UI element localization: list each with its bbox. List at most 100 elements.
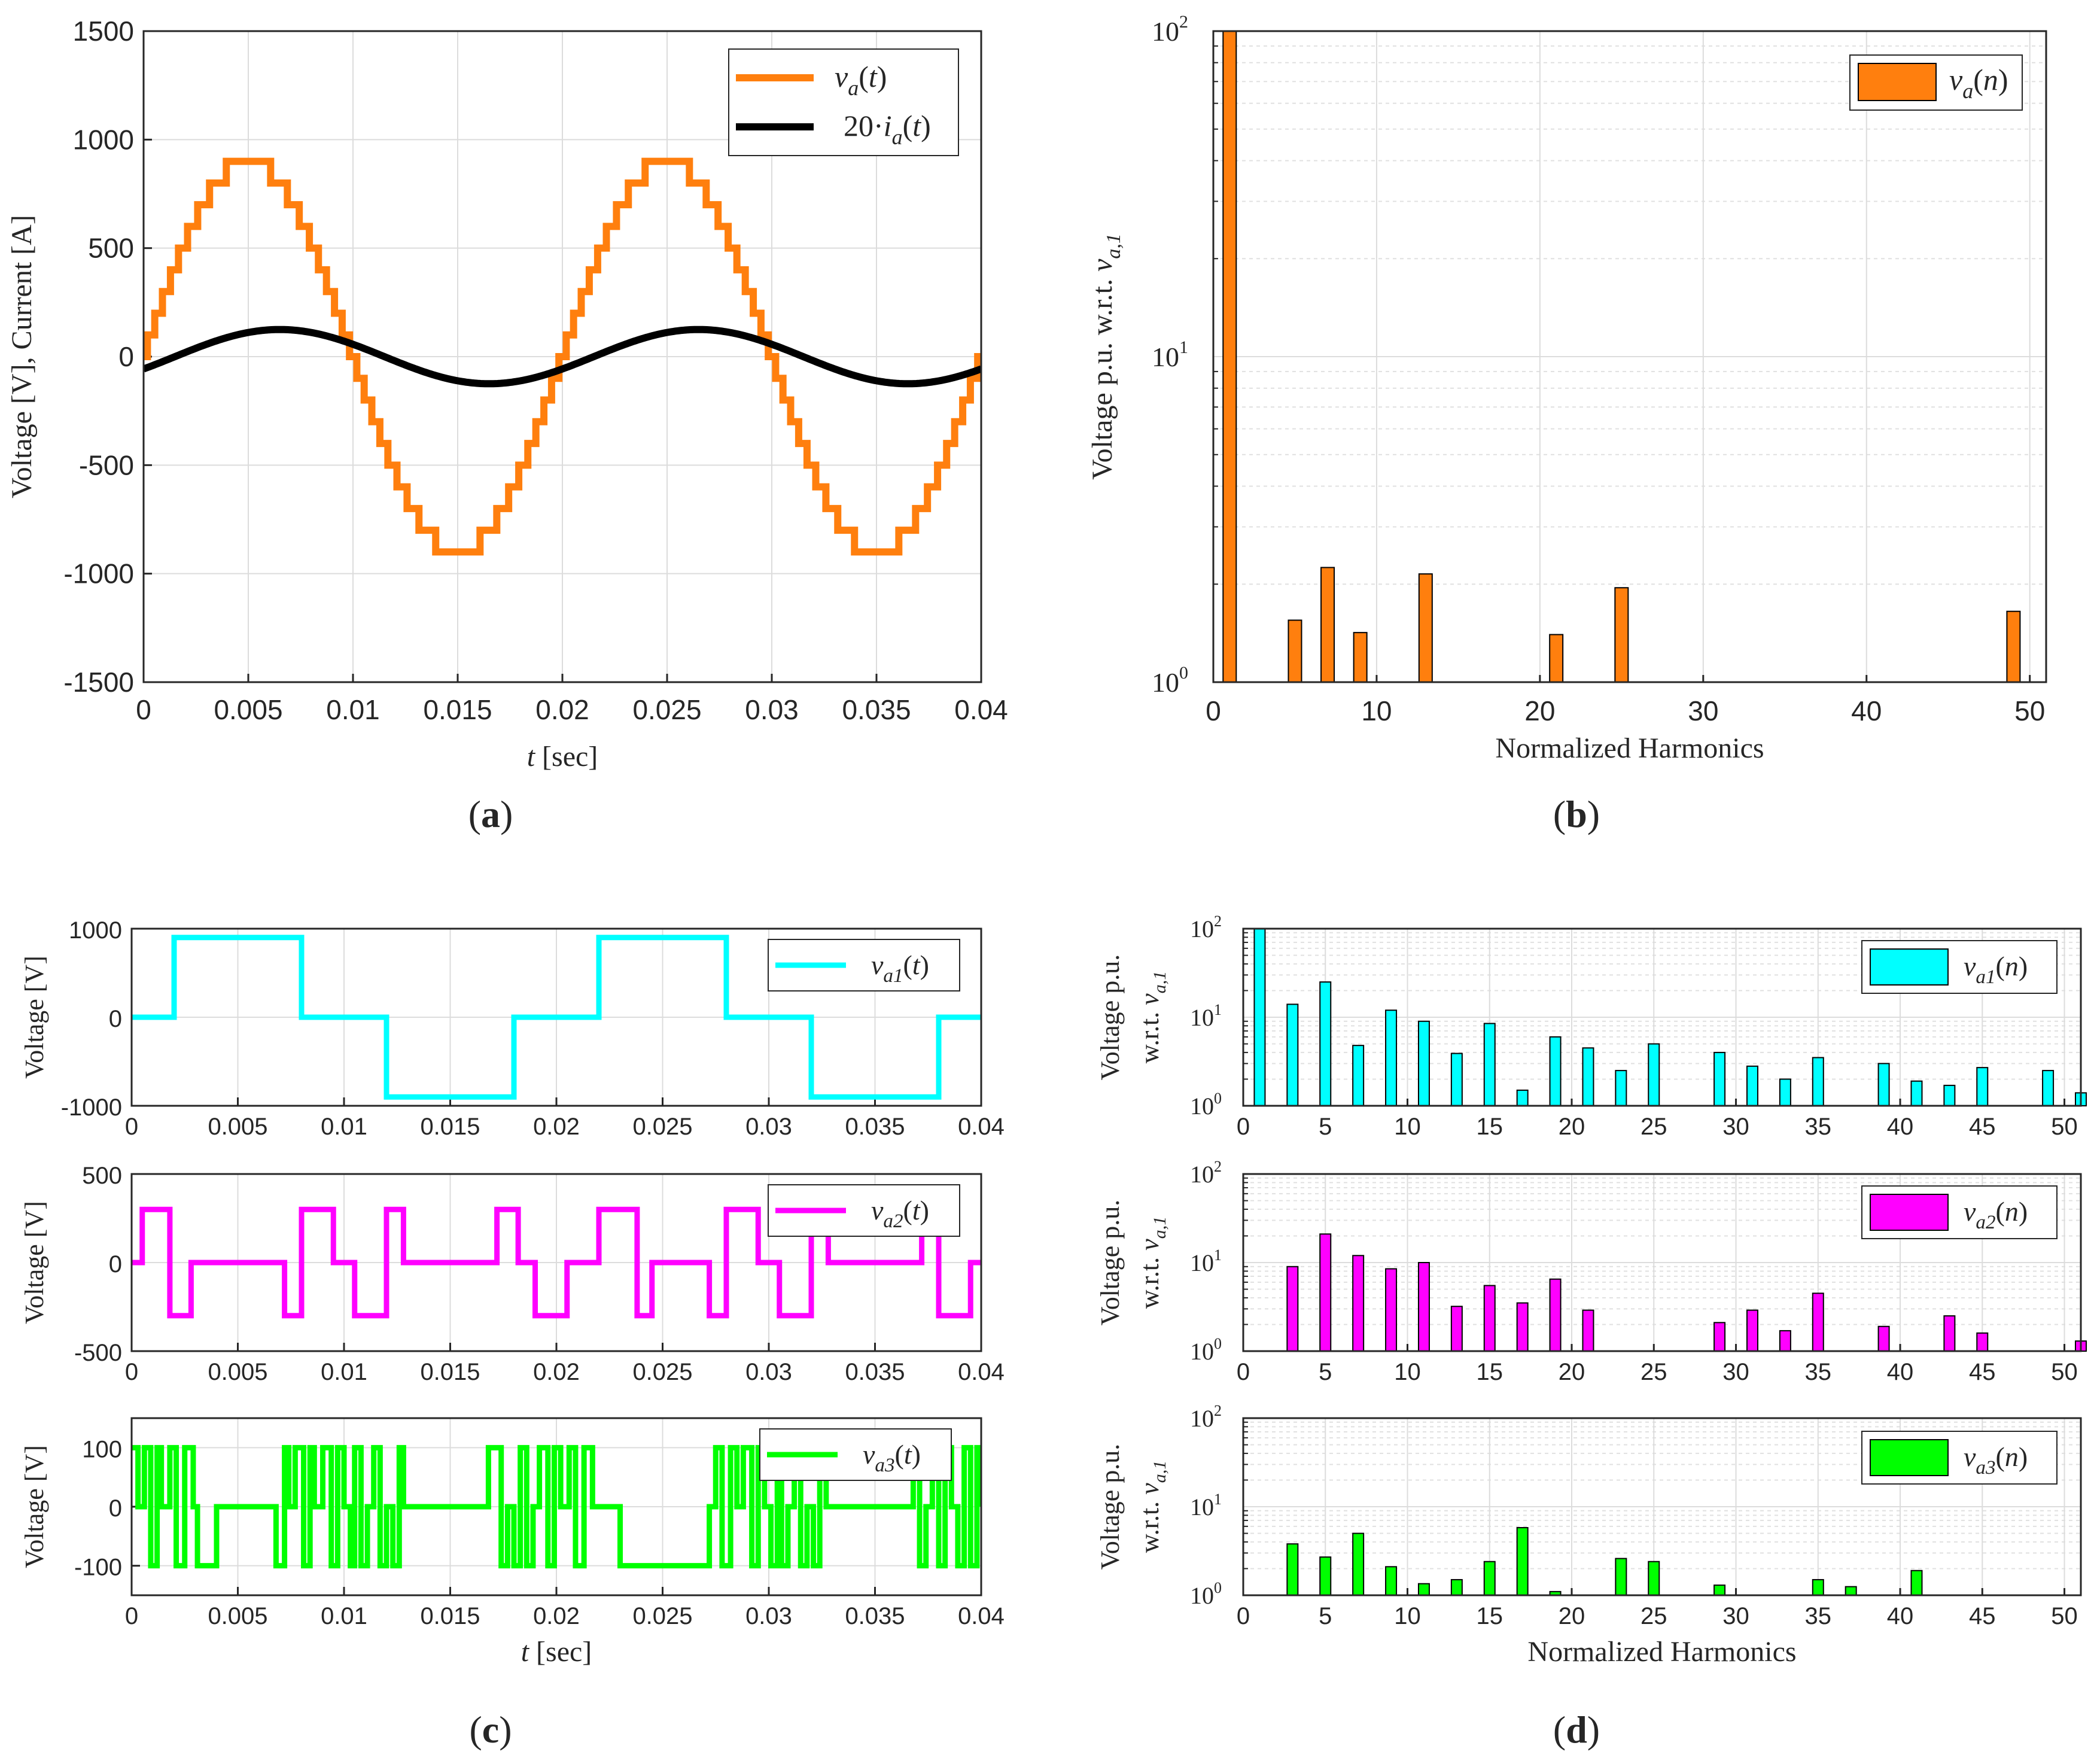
legend-var: v (1964, 951, 1976, 981)
legend-label: va(t) (835, 60, 887, 100)
x-tick-label: 20 (1559, 1603, 1585, 1629)
y-axis-label-text: w.r.t. (1135, 1012, 1164, 1063)
panel-caption: (a) (468, 793, 513, 835)
legend-sub: a1 (883, 965, 903, 987)
bar-h25 (1648, 1043, 1660, 1107)
x-tick-label: 0.015 (423, 694, 492, 725)
y-tick-label: 101 (1190, 1001, 1222, 1031)
x-tick-label: 0 (1206, 695, 1221, 726)
y-axis-label-text: Voltage p.u. w.r.t. (1086, 279, 1118, 480)
x-axis-label: t [sec] (521, 1636, 592, 1668)
legend-var: v (835, 60, 848, 93)
bar-h33 (1779, 1330, 1791, 1352)
legend-arg: t (869, 60, 878, 93)
legend-label: va(n) (1949, 63, 2008, 103)
y-tick-base: 10 (1190, 1582, 1214, 1609)
bar-h23 (1615, 1558, 1627, 1596)
y-tick-exponent: 2 (1179, 12, 1188, 32)
y-tick-label: -500 (74, 1340, 122, 1366)
x-tick-label: 40 (1887, 1603, 1914, 1629)
legend: va1(n) (1861, 940, 2058, 994)
x-axis-label-unit: [sec] (536, 1636, 592, 1668)
legend-paren: ) (1998, 63, 2008, 96)
x-tick-label: 10 (1361, 695, 1392, 726)
bar-h9 (1385, 1566, 1398, 1596)
bar-h11 (1417, 1020, 1430, 1106)
y-axis-label-text: w.r.t. (1135, 1257, 1164, 1309)
caption-paren: ) (1587, 793, 1600, 835)
y-tick-label: 0 (118, 341, 134, 372)
x-tick-label: 0.025 (632, 1114, 692, 1140)
legend-paren: ) (920, 1195, 929, 1225)
y-axis-label-line1: Voltage p.u. (1095, 1444, 1125, 1570)
x-tick-label: 0.03 (745, 1603, 792, 1629)
space (1135, 1251, 1164, 1257)
y-tick-base: 10 (1190, 1093, 1214, 1120)
bar-h29 (1713, 1584, 1726, 1596)
x-tick-label: 30 (1722, 1359, 1749, 1385)
legend: va3(t) (759, 1428, 952, 1481)
series-line-cyan (132, 935, 981, 1100)
x-tick-label: 15 (1477, 1114, 1503, 1140)
y-tick-label: 100 (1190, 1335, 1222, 1365)
legend-paren: ( (903, 1195, 912, 1225)
legend-var: v (863, 1439, 875, 1470)
legend-swatch (1870, 1439, 1949, 1476)
axes-box (142, 30, 982, 683)
bar-h13 (1450, 1579, 1463, 1596)
caption-letter: c (482, 1708, 499, 1751)
bar-h43 (1943, 1084, 1956, 1106)
y-tick-exponent: 1 (1214, 1491, 1222, 1508)
bar-h13 (1450, 1053, 1463, 1107)
x-tick-label: 15 (1477, 1359, 1503, 1385)
bar-h41 (1910, 1570, 1923, 1596)
panel-c2: 0 0.005 0.01 0.015 0.02 0.025 0.03 0.035 0.04 -50… (20, 1163, 1005, 1385)
space (1135, 1495, 1164, 1501)
bar-h49 (2042, 1070, 2055, 1106)
legend-paren: ( (903, 109, 913, 142)
caption-paren: ( (468, 793, 481, 835)
y-tick-base: 10 (1190, 1249, 1214, 1276)
x-tick-label: 35 (1805, 1359, 1832, 1385)
y-axis-label: Voltage [V], Current [A] (6, 215, 38, 498)
x-tick-label: 0.02 (535, 694, 589, 725)
bar-h7 (1320, 567, 1335, 683)
bar-h13 (1418, 573, 1433, 683)
legend-var: v (1964, 1441, 1976, 1472)
x-tick-label: 0 (1237, 1114, 1250, 1140)
bar-h5 (1288, 619, 1302, 683)
x-tick-label: 0.005 (208, 1603, 267, 1629)
bar-h9 (1385, 1268, 1398, 1352)
bar-h7 (1352, 1255, 1365, 1352)
axes-box (1242, 1417, 2082, 1596)
x-tick-label: 30 (1688, 695, 1718, 726)
y-tick-label: 0 (109, 1006, 122, 1032)
axes-box (130, 1173, 982, 1352)
y-tick-label: -1500 (63, 667, 134, 698)
y-tick-label: 101 (1190, 1491, 1222, 1520)
x-tick-label: 0.03 (745, 694, 799, 725)
x-tick-label: 40 (1887, 1359, 1914, 1385)
caption-paren: ) (1587, 1708, 1600, 1751)
caption-paren: ( (1553, 793, 1566, 835)
legend-arg: t (912, 1195, 921, 1225)
y-tick-label: 102 (1152, 12, 1188, 47)
y-axis-label-line2: w.r.t. va,1 (1135, 971, 1170, 1063)
caption-paren: ) (500, 793, 513, 835)
x-tick-label: 0.005 (214, 694, 282, 725)
x-tick-label: 0.03 (745, 1359, 792, 1385)
legend: va2(n) (1861, 1185, 2058, 1239)
legend-label: va2(n) (1964, 1196, 2028, 1233)
legend-var: v (871, 950, 884, 980)
bar-h7 (1352, 1045, 1365, 1106)
y-tick-label: 1000 (73, 124, 134, 155)
axes-box (1242, 927, 2082, 1107)
x-tick-label: 0.01 (321, 1114, 367, 1140)
space (529, 1636, 536, 1668)
y-tick-base: 10 (1152, 16, 1179, 47)
legend: va(n) (1849, 54, 2023, 111)
bar-h1 (1222, 31, 1237, 683)
legend-paren: ( (903, 950, 912, 980)
y-axis-label: Voltage p.u. w.r.t. va,1 (1086, 233, 1125, 480)
